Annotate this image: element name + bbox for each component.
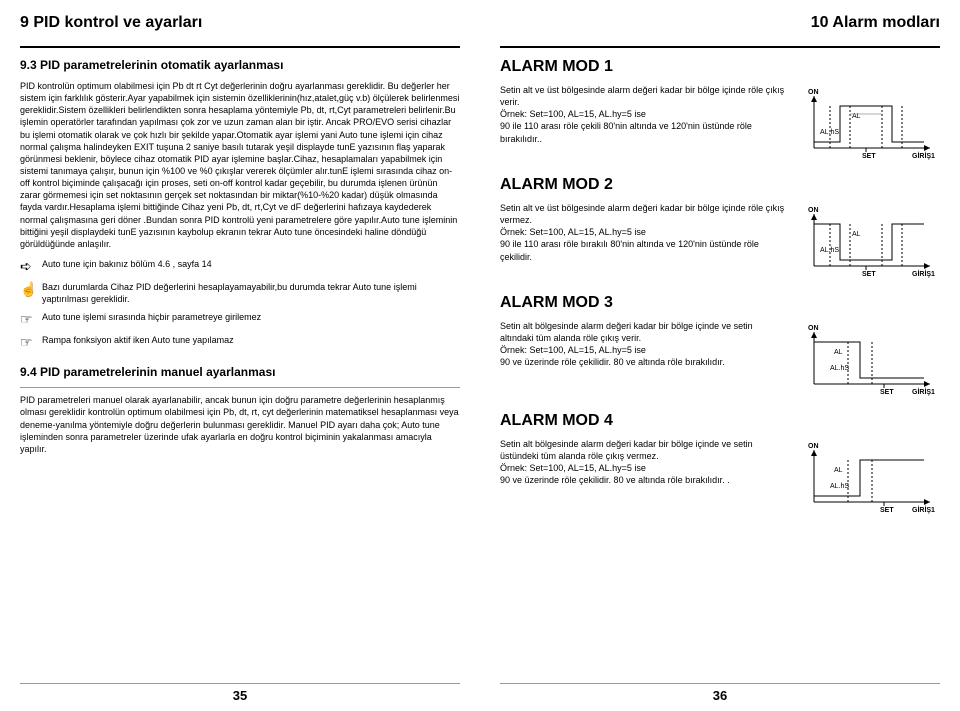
page-number-left: 35: [0, 683, 480, 703]
section-93-title: 9.3 PID parametrelerinin otomatik ayarla…: [20, 58, 460, 72]
note-text: Bazı durumlarda Cihaz PID değerlerini he…: [42, 281, 460, 305]
svg-text:SET: SET: [862, 271, 876, 278]
hand-point-icon: ☞: [20, 334, 42, 351]
note-row: ☞ Auto tune işlemi sırasında hiçbir para…: [20, 311, 460, 328]
svg-text:ON: ON: [808, 325, 819, 332]
hand-icon: ☝: [20, 281, 42, 298]
section-94-title: 9.4 PID parametrelerinin manuel ayarlanm…: [20, 365, 460, 379]
alarm-mod-4: ALARM MOD 4 Setin alt bölgesinde alarm d…: [500, 412, 940, 516]
note-row: ☞ Rampa fonksiyon aktif iken Auto tune y…: [20, 334, 460, 351]
svg-text:ON: ON: [808, 443, 819, 450]
chapter-title-left: 9 PID kontrol ve ayarları: [20, 14, 460, 32]
arrow-icon: ➪: [20, 258, 42, 275]
alarm-4-title: ALARM MOD 4: [500, 412, 940, 430]
svg-text:ON: ON: [808, 89, 819, 96]
section-94-body: PID parametreleri manuel olarak ayarlana…: [20, 394, 460, 455]
section-93-body: PID kontrolün optimum olabilmesi için Pb…: [20, 80, 460, 250]
divider: [20, 46, 460, 48]
svg-text:GİRİŞ1: GİRİŞ1: [912, 152, 935, 160]
svg-text:GİRİŞ1: GİRİŞ1: [912, 270, 935, 278]
alarm-1-text: Setin alt ve üst bölgesinde alarm değeri…: [500, 84, 788, 162]
divider-thin: [20, 387, 460, 388]
page-number-right: 36: [480, 683, 960, 703]
note-row: ☝ Bazı durumlarda Cihaz PID değerlerini …: [20, 281, 460, 305]
divider: [500, 46, 940, 48]
note-row: ➪ Auto tune için bakınız bölüm 4.6 , say…: [20, 258, 460, 275]
alarm-3-text: Setin alt bölgesinde alarm değeri kadar …: [500, 320, 788, 398]
svg-text:SET: SET: [880, 507, 894, 514]
svg-text:AL.hS: AL.hS: [820, 129, 839, 136]
alarm-4-text: Setin alt bölgesinde alarm değeri kadar …: [500, 438, 788, 516]
alarm-mod-1: ALARM MOD 1 Setin alt ve üst bölgesinde …: [500, 58, 940, 162]
chapter-title-right: 10 Alarm modları: [500, 14, 940, 32]
note-text: Auto tune işlemi sırasında hiçbir parame…: [42, 311, 261, 323]
svg-text:GİRİŞ1: GİRİŞ1: [912, 388, 935, 396]
svg-text:AL.hS: AL.hS: [830, 483, 849, 490]
alarm-4-diagram: ON AL AL.hS SET GİRİŞ1: [800, 438, 940, 516]
svg-text:AL: AL: [834, 467, 843, 474]
svg-text:AL.hS: AL.hS: [820, 247, 839, 254]
svg-text:AL: AL: [834, 349, 843, 356]
alarm-3-title: ALARM MOD 3: [500, 294, 940, 312]
alarm-mod-3: ALARM MOD 3 Setin alt bölgesinde alarm d…: [500, 294, 940, 398]
svg-text:AL.hS: AL.hS: [830, 365, 849, 372]
alarm-2-title: ALARM MOD 2: [500, 176, 940, 194]
svg-text:AL: AL: [852, 231, 861, 238]
svg-text:SET: SET: [880, 389, 894, 396]
alarm-3-diagram: ON AL AL.hS SET GİRİŞ1: [800, 320, 940, 398]
alarm-1-title: ALARM MOD 1: [500, 58, 940, 76]
alarm-2-text: Setin alt ve üst bölgesinde alarm değeri…: [500, 202, 788, 280]
alarm-1-diagram: ON AL AL.hS SET GİRİŞ1: [800, 84, 940, 162]
hand-point-icon: ☞: [20, 311, 42, 328]
note-text: Rampa fonksiyon aktif iken Auto tune yap…: [42, 334, 234, 346]
svg-text:SET: SET: [862, 153, 876, 160]
svg-text:ON: ON: [808, 207, 819, 214]
alarm-2-diagram: ON AL AL.hS SET GİRİŞ1: [800, 202, 940, 280]
page-right: 10 Alarm modları ALARM MOD 1 Setin alt v…: [480, 0, 960, 711]
alarm-mod-2: ALARM MOD 2 Setin alt ve üst bölgesinde …: [500, 176, 940, 280]
note-text: Auto tune için bakınız bölüm 4.6 , sayfa…: [42, 258, 212, 270]
page-left: 9 PID kontrol ve ayarları 9.3 PID parame…: [0, 0, 480, 711]
svg-text:GİRİŞ1: GİRİŞ1: [912, 506, 935, 514]
